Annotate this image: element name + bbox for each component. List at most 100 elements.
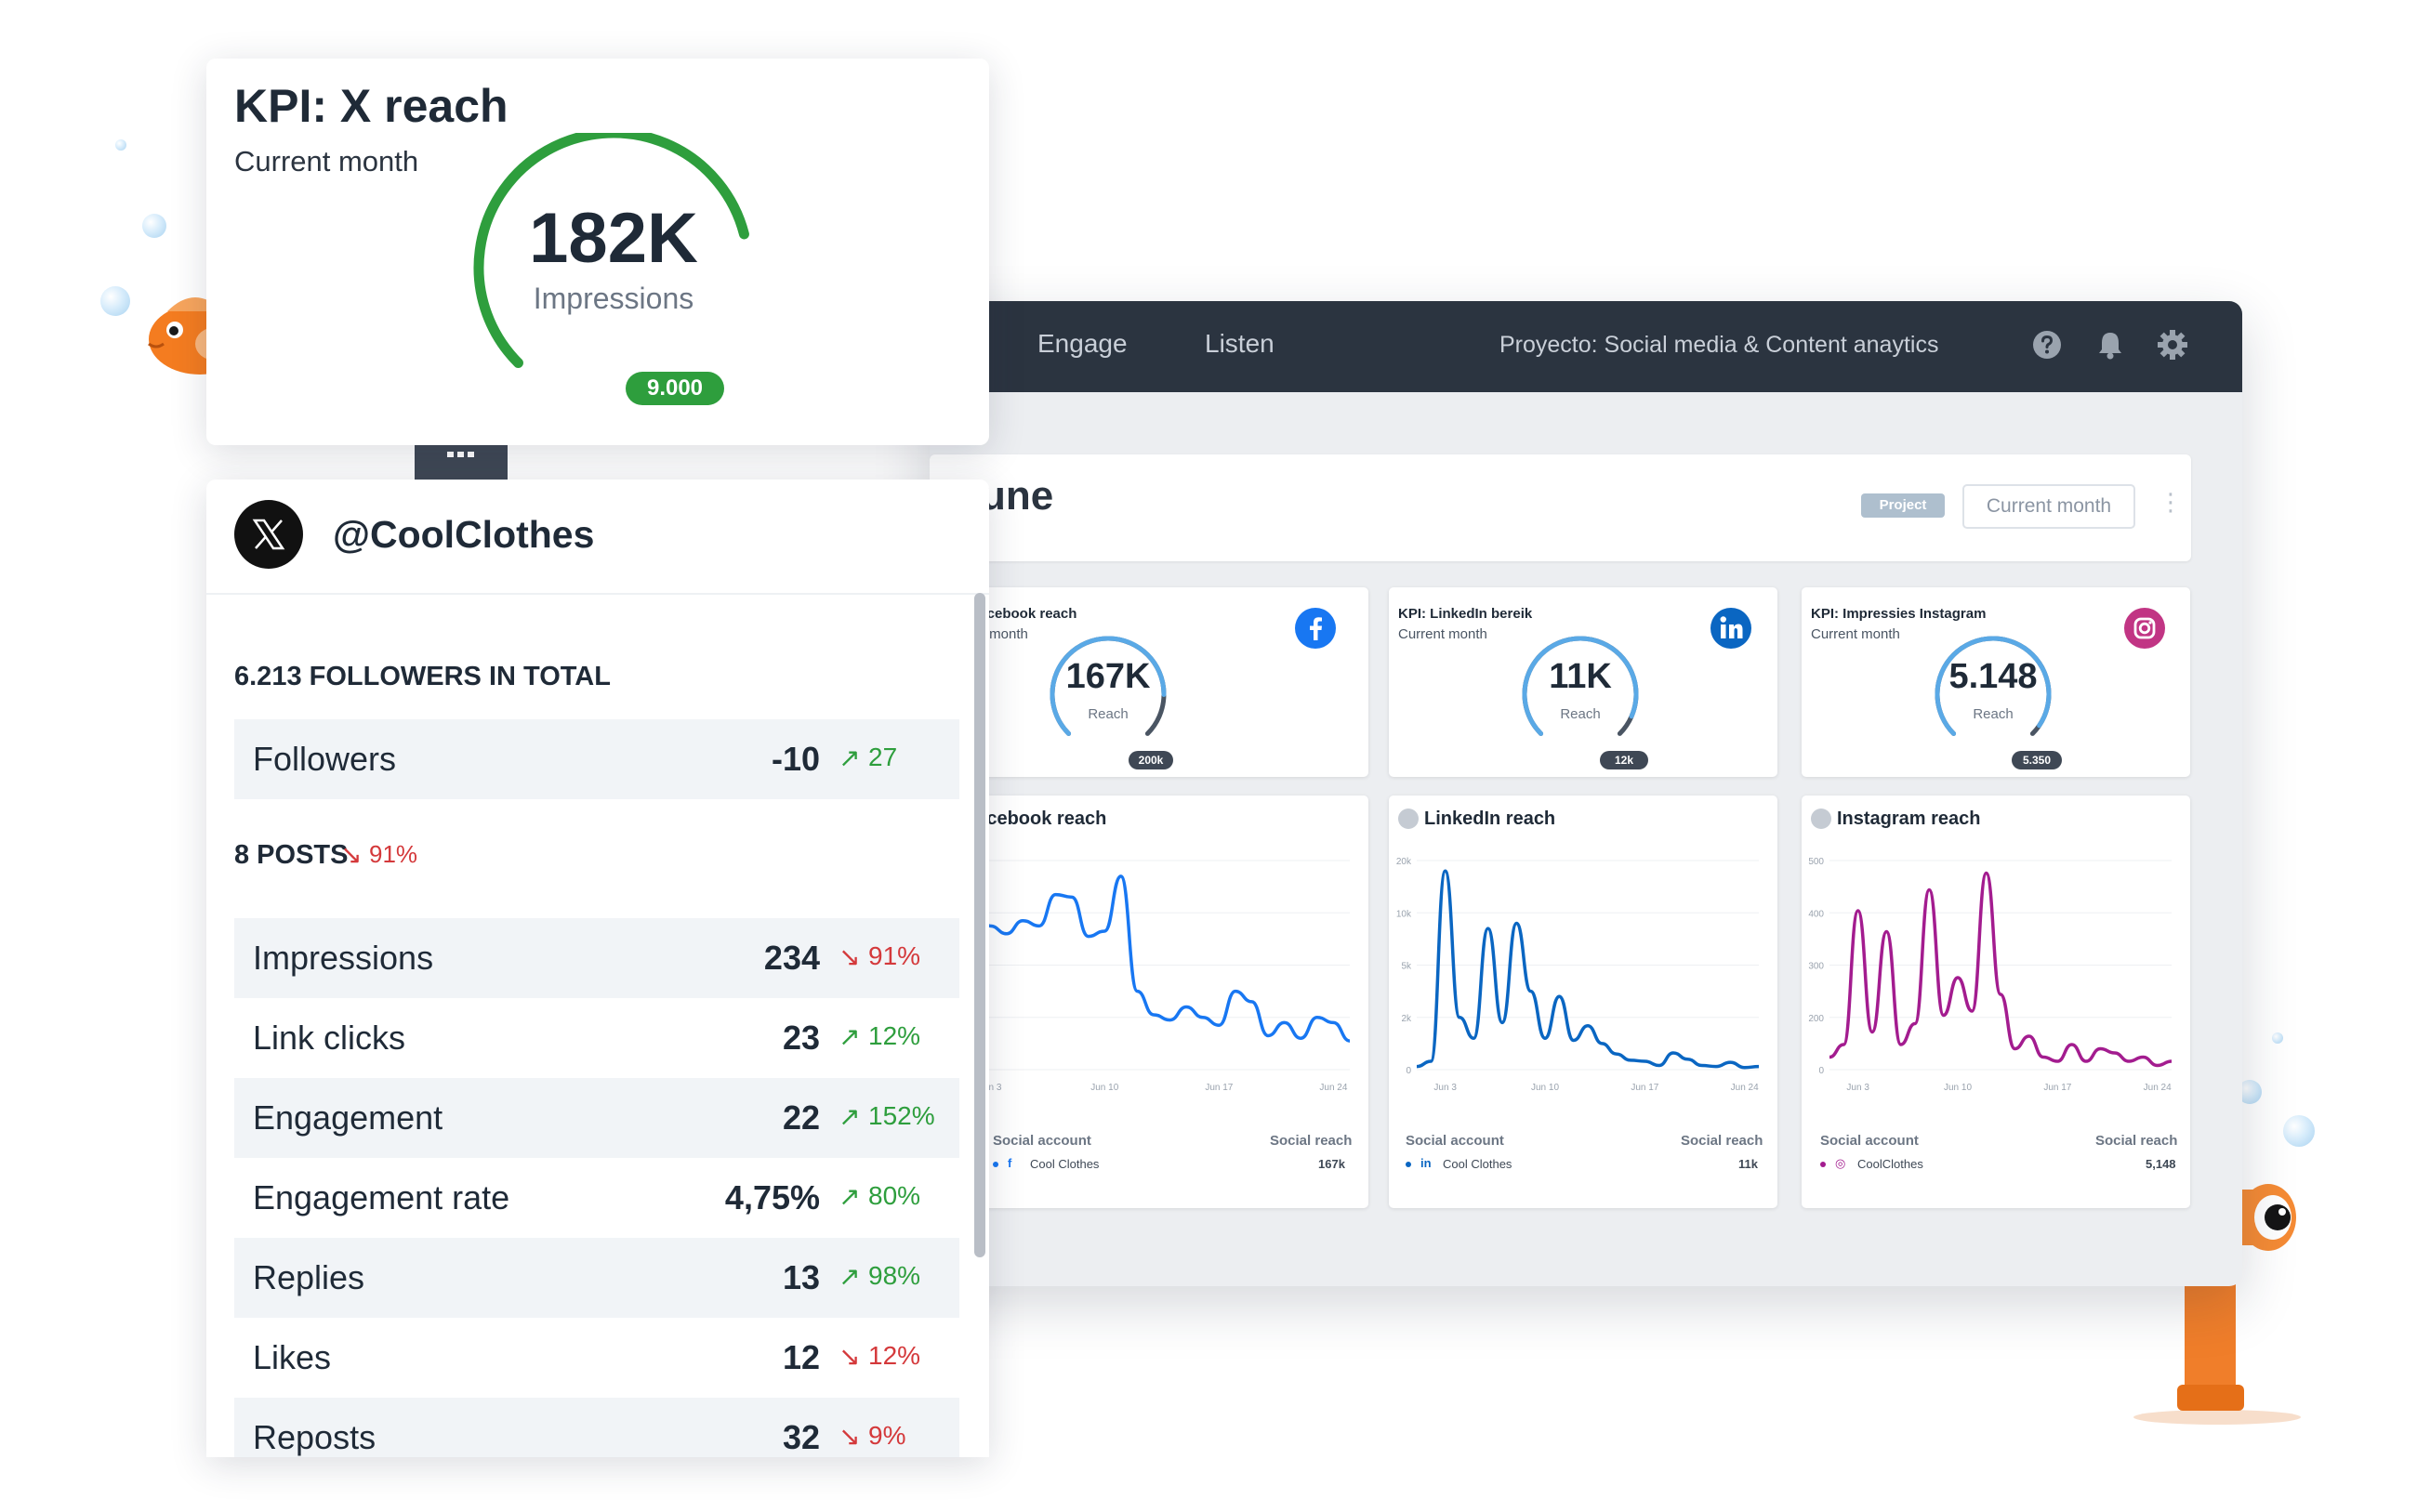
grid-icon — [447, 452, 474, 457]
x-tick-label: Jun 17 — [1205, 1083, 1233, 1093]
x-tick-label: Jun 10 — [1944, 1083, 1972, 1093]
y-tick-label: 500 — [1808, 857, 1824, 867]
x-tick-label: Jun 10 — [1531, 1083, 1559, 1093]
stat-value: 13 — [782, 1258, 820, 1296]
y-tick-label: 200 — [1808, 1014, 1824, 1024]
more-menu-icon[interactable]: ⋮ — [2159, 488, 2183, 516]
gauge-fill — [1935, 636, 2052, 736]
kpi-label: Impressions — [533, 282, 694, 315]
footer-label-account: Social account — [1820, 1133, 1919, 1149]
stat-value: 22 — [782, 1098, 820, 1137]
series-line — [957, 874, 1351, 1043]
project-selector[interactable]: Proyecto: Social media & Content anaytic… — [1499, 332, 1939, 358]
trend-down-icon: ↘ — [839, 1342, 861, 1371]
instagram-reach-chart: 0 200 300 400 500 Jun 3 Jun 10 Jun 17 Jun 24 — [1808, 857, 2173, 1093]
facebook-small-icon: f — [1008, 1156, 1012, 1170]
footer-label-account: Social account — [1406, 1133, 1504, 1149]
x-tick-label: Jun 3 — [1846, 1083, 1869, 1093]
nav-engage[interactable]: Engage — [1037, 329, 1128, 358]
profile-handle: @CoolClothes — [333, 513, 595, 556]
help-icon[interactable] — [2031, 329, 2063, 361]
trend-down-icon: ↘ — [340, 840, 363, 869]
stat-delta: 98% — [868, 1261, 921, 1290]
x-tick-label: Jun 24 — [2144, 1083, 2172, 1093]
kpi-subtitle: Current month — [1398, 626, 1487, 642]
stat-value: 12 — [782, 1338, 820, 1376]
kpi-subtitle: Current month — [1811, 626, 1900, 642]
y-tick-label: 300 — [1808, 962, 1824, 972]
y-tick-label: 0 — [1818, 1066, 1824, 1076]
kpi-label: Reach — [1088, 706, 1129, 722]
stat-label: Replies — [253, 1258, 365, 1296]
kpi-target-badge: 12k — [1600, 751, 1648, 769]
chart-icon — [1811, 809, 1831, 829]
kpi-card-linkedin: KPI: LinkedIn bereik Current month 11K R… — [1389, 587, 1777, 777]
account-name: Cool Clothes — [1030, 1157, 1100, 1171]
legend-dot — [1406, 1162, 1411, 1167]
trend-up-icon: ↗ — [839, 1262, 861, 1291]
y-tick-label: 5k — [1401, 962, 1412, 972]
account-total: 11k — [1738, 1157, 1758, 1171]
footer-label-reach: Social reach — [1270, 1133, 1353, 1149]
chart-title: Instagram reach — [1837, 809, 1981, 829]
account-name: CoolClothes — [1857, 1157, 1923, 1171]
x-tick-label: Jun 17 — [1631, 1083, 1658, 1093]
bell-icon[interactable] — [2094, 329, 2126, 361]
account-total: 167k — [1318, 1157, 1345, 1171]
x-reach-gauge — [473, 133, 749, 369]
stat-row-link-clicks: Link clicks 23 ↗ 12% — [234, 998, 959, 1078]
stat-row-reposts: Reposts 32 ↘ 9% — [234, 1398, 959, 1457]
bubble-decoration — [2272, 1032, 2283, 1044]
gauge-fill — [1522, 636, 1639, 736]
periscope-mascot-illustration — [2133, 1184, 2301, 1425]
posts-header: 8 POSTS — [234, 840, 349, 870]
gear-icon[interactable] — [2157, 329, 2188, 361]
y-tick-label: 20k — [1396, 857, 1412, 867]
stat-delta: 27 — [868, 743, 898, 771]
kpi-gauge — [1522, 636, 1639, 736]
kpi-title: KPI: X reach — [234, 80, 508, 132]
stat-delta: 91% — [868, 941, 921, 970]
kpi-target-badge: 5.350 — [2012, 751, 2062, 769]
series-line — [1829, 871, 2173, 1068]
kpi-value: 5.148 — [1948, 657, 2038, 696]
kpi-gauge — [1935, 636, 2052, 736]
trend-up-icon: ↗ — [839, 1022, 861, 1051]
stat-delta: 80% — [868, 1181, 921, 1210]
scrollbar[interactable] — [974, 593, 985, 1257]
kpi-gauge — [1050, 636, 1167, 736]
instagram-icon — [2124, 608, 2165, 649]
footer-label-reach: Social reach — [2095, 1133, 2178, 1149]
page-header-panel: une Project Current month ⋮ — [930, 454, 2191, 561]
top-navigation-bar: Engage Listen Proyecto: Social media & C… — [930, 301, 2242, 392]
nav-listen[interactable]: Listen — [1205, 329, 1275, 358]
followers-total: 6.213 FOLLOWERS IN TOTAL — [234, 662, 611, 691]
stat-label: Followers — [253, 740, 397, 778]
kpi-label: Reach — [1973, 706, 2014, 722]
posts-delta: 91% — [369, 840, 418, 868]
y-tick-label: 2k — [1401, 1014, 1412, 1024]
linkedin-icon — [1710, 608, 1751, 649]
stat-delta: 152% — [868, 1101, 935, 1130]
gauge-fill — [1050, 636, 1167, 736]
profile-header: @CoolClothes — [206, 480, 989, 595]
facebook-icon — [1295, 608, 1336, 649]
trend-up-icon: ↗ — [839, 743, 861, 772]
legend-dot — [1820, 1162, 1826, 1167]
stat-value: -10 — [771, 740, 820, 778]
x-profile-stats-card: @CoolClothes 6.213 FOLLOWERS IN TOTAL Fo… — [206, 480, 989, 1457]
trend-up-icon: ↗ — [839, 1182, 861, 1211]
gauge-fill — [473, 133, 749, 369]
bubble-decoration — [142, 214, 166, 238]
period-selector[interactable]: Current month — [1962, 484, 2135, 529]
stat-label: Engagement rate — [253, 1178, 510, 1216]
apps-grid-button[interactable] — [415, 440, 508, 481]
kpi-subtitle: Current month — [234, 145, 419, 177]
stat-delta: 12% — [868, 1021, 921, 1050]
stat-label: Reposts — [253, 1418, 376, 1456]
chart-card-linkedin: LinkedIn reach 0 2k 5k 10k 20k Jun 3 Jun 10 Jun… — [1389, 795, 1777, 1208]
stat-delta: 12% — [868, 1341, 921, 1370]
chart-card-instagram: Instagram reach 0 200 300 400 500 Jun 3 Jun 10… — [1802, 795, 2190, 1208]
chart-title: Facebook reach — [965, 809, 1107, 829]
